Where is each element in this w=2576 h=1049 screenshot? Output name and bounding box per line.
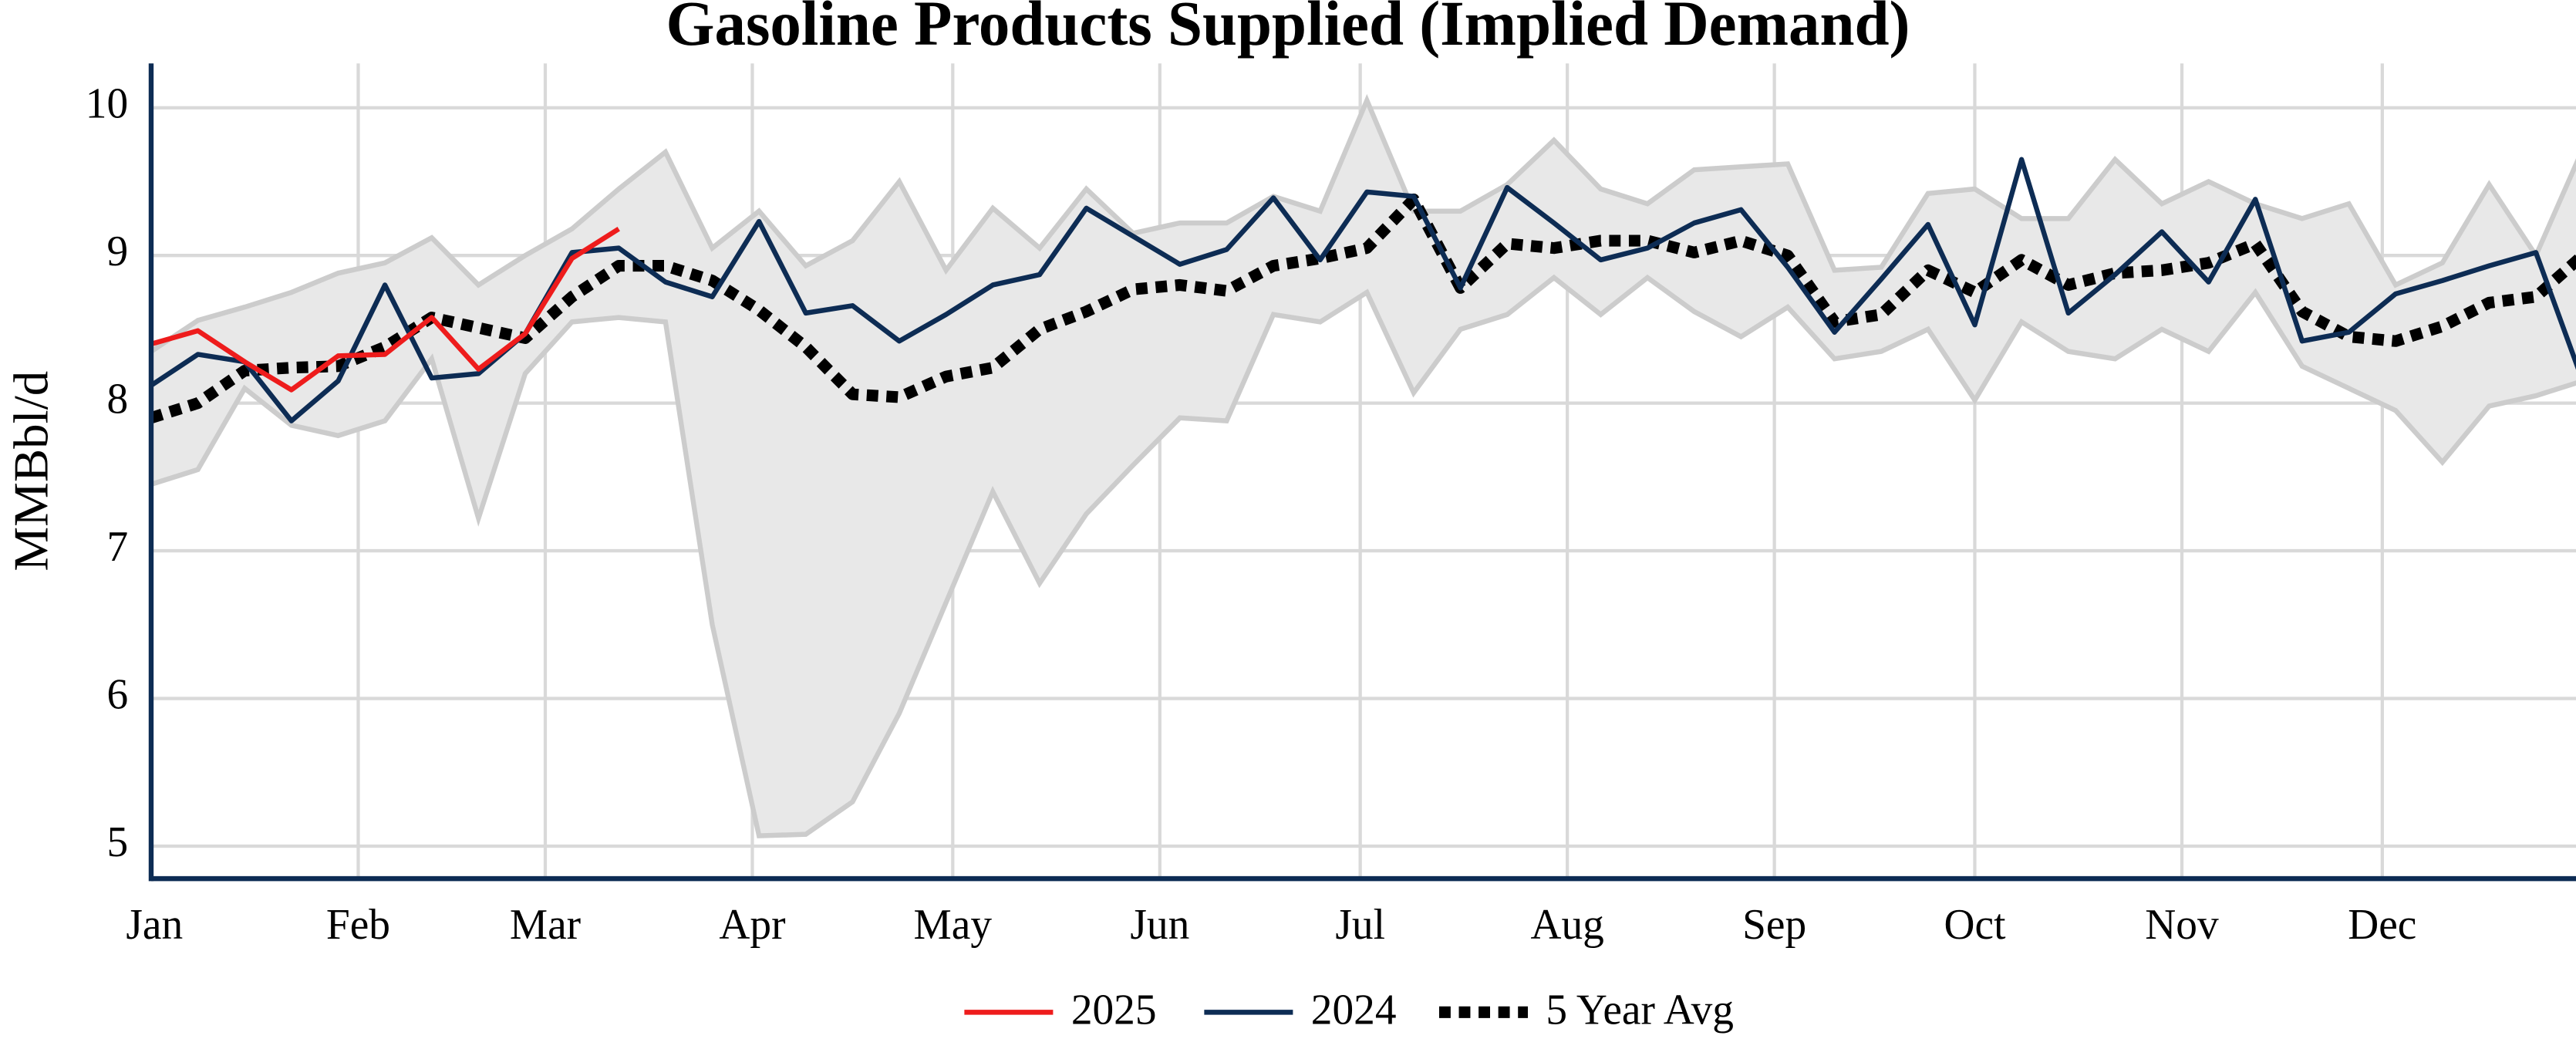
legend-label: 2024 xyxy=(1311,986,1397,1034)
legend-label: 2025 xyxy=(1071,986,1157,1034)
plot-area xyxy=(150,93,2576,838)
range-band-lower xyxy=(150,274,2576,838)
y-tick-label: 5 xyxy=(106,818,128,867)
y-tick-label: 9 xyxy=(106,228,128,276)
y-tick-label: 8 xyxy=(106,375,128,423)
series-line xyxy=(150,193,2576,424)
y-axis-label: MMBbl/d xyxy=(4,371,58,572)
x-tick-label: Dec xyxy=(2348,901,2416,949)
x-tick-label: Jul xyxy=(1335,901,1385,949)
range-band-upper xyxy=(150,93,2576,354)
y-tick-label: 7 xyxy=(106,523,128,572)
series-line xyxy=(150,226,620,393)
range-band xyxy=(150,100,2576,836)
x-tick-label: Jun xyxy=(1130,901,1189,949)
x-tick-label: Sep xyxy=(1742,901,1806,949)
legend: 2025 2024 5 Year Avg xyxy=(964,986,1734,1034)
y-tick-label: 10 xyxy=(86,79,128,128)
axes: 5 6 7 8 9 10 Jan Feb Mar Apr May Jun Jul Aug Sep Oct Nov… xyxy=(86,63,2576,949)
x-tick-label: Mar xyxy=(510,901,582,949)
x-tick-label: Feb xyxy=(326,901,390,949)
x-tick-label: Nov xyxy=(2145,901,2218,949)
legend-label: 5 Year Avg xyxy=(1546,986,1734,1034)
x-tick-label: May xyxy=(914,901,993,949)
x-tick-label: Jan xyxy=(126,901,183,949)
x-tick-label: Oct xyxy=(1944,901,2006,949)
x-tick-label: Apr xyxy=(719,901,786,949)
chart-title: Gasoline Products Supplied (Implied Dema… xyxy=(666,0,1910,59)
y-tick-label: 6 xyxy=(106,670,128,719)
x-tick-label: Aug xyxy=(1530,901,1603,949)
